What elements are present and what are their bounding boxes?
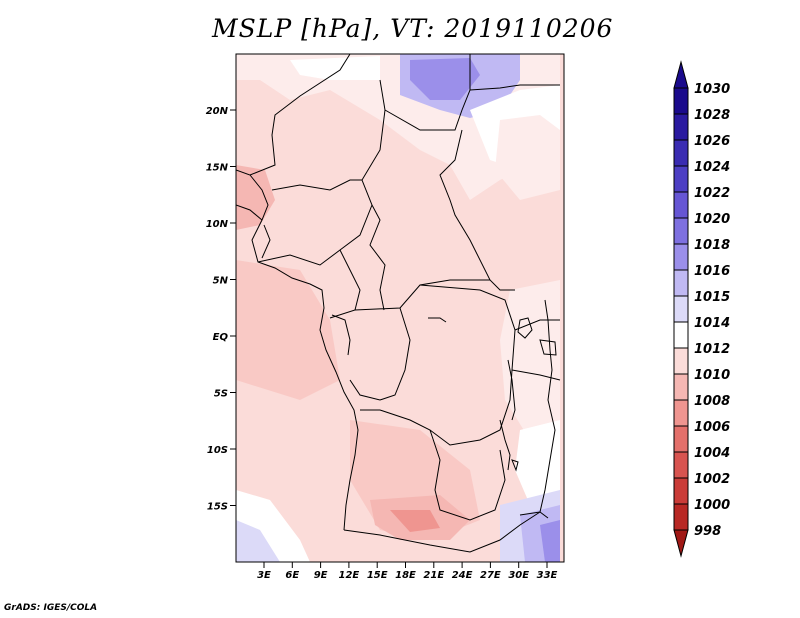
lat-label: 20N — [206, 106, 229, 117]
colorbar-label: 1020 — [694, 212, 730, 227]
colorbar-label: 1004 — [694, 446, 730, 461]
colorbar-label: 1014 — [694, 316, 730, 331]
colorbar-segment — [673, 425, 689, 453]
colorbar-label: 1028 — [694, 108, 730, 123]
colorbar-segment — [673, 477, 689, 505]
colorbar-segment — [673, 503, 689, 531]
country-borders — [236, 54, 561, 553]
colorbar-label: 1015 — [694, 290, 730, 305]
lon-label: 9E — [314, 570, 328, 581]
colorbar-label: 1002 — [694, 472, 730, 487]
colorbar-segment — [673, 165, 689, 193]
lon-label: 6E — [285, 570, 299, 581]
lat-label: 10S — [207, 445, 228, 456]
chart-title: MSLP [hPa], VT: 2019110206 — [212, 14, 614, 43]
latitude-axis: 20N 15N 10N 5N EQ 5S 10S 15S — [206, 106, 236, 513]
colorbar: 1030 1028 1026 1024 1022 1020 1018 1016 1015 1014… — [673, 60, 730, 558]
colorbar-label: 1008 — [694, 394, 730, 409]
colorbar-label: 1012 — [694, 342, 730, 357]
colorbar-label: 1030 — [694, 82, 730, 97]
lon-label: 12E — [339, 570, 360, 581]
colorbar-segment — [673, 139, 689, 167]
colorbar-bottom-arrow — [673, 529, 689, 558]
lat-label: 15S — [207, 502, 228, 513]
colorbar-label: 1024 — [694, 160, 730, 175]
lon-label: 18E — [395, 570, 416, 581]
colorbar-segment — [673, 269, 689, 297]
colorbar-segment — [673, 451, 689, 479]
colorbar-label: 1026 — [694, 134, 730, 149]
lat-label: 5N — [213, 276, 229, 287]
colorbar-segment — [673, 217, 689, 245]
colorbar-segment — [673, 243, 689, 271]
lat-label: 15N — [206, 163, 229, 174]
lat-label: EQ — [213, 332, 229, 343]
colorbar-segment — [673, 295, 689, 323]
grads-credit: GrADS: IGES/COLA — [4, 603, 98, 613]
colorbar-label: 1000 — [694, 498, 730, 513]
colorbar-segment — [673, 373, 689, 401]
pressure-field — [236, 54, 564, 562]
map-frame — [235, 53, 565, 563]
colorbar-label: 1006 — [694, 420, 730, 435]
lon-label: 21E — [423, 570, 444, 581]
colorbar-top-arrow — [673, 60, 689, 89]
colorbar-label: 998 — [694, 524, 721, 539]
colorbar-label: 1022 — [694, 186, 730, 201]
lon-label: 27E — [480, 570, 501, 581]
lon-label: 24E — [452, 570, 473, 581]
colorbar-label: 1018 — [694, 238, 730, 253]
lon-label: 3E — [257, 570, 271, 581]
lon-label: 30E — [508, 570, 529, 581]
colorbar-segment — [673, 113, 689, 141]
colorbar-label: 1016 — [694, 264, 730, 279]
lat-label: 10N — [206, 219, 229, 230]
colorbar-segment — [673, 87, 689, 115]
colorbar-segment — [673, 321, 689, 349]
longitude-axis: 3E 6E 9E 12E 15E 18E 21E 24E 27E 30E 33E — [257, 562, 558, 581]
colorbar-label: 1010 — [694, 368, 730, 383]
lon-label: 33E — [537, 570, 558, 581]
lakes — [428, 317, 557, 519]
colorbar-segment — [673, 399, 689, 427]
lon-label: 15E — [367, 570, 388, 581]
colorbar-segment — [673, 347, 689, 375]
colorbar-segment — [673, 191, 689, 219]
lat-label: 5S — [214, 389, 228, 400]
